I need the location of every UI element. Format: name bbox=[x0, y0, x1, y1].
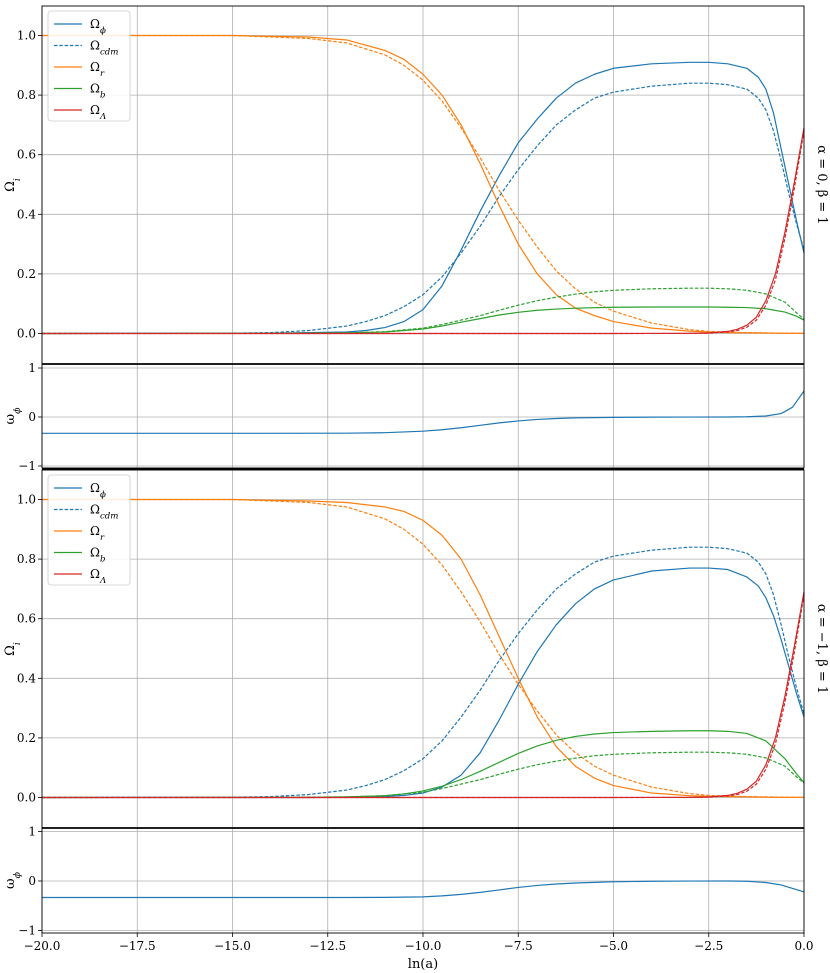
y-axis-label: Ωi bbox=[3, 642, 23, 656]
series-line- bbox=[42, 880, 805, 899]
series-line--dashed bbox=[42, 594, 805, 799]
y-tick-label: 0.2 bbox=[17, 267, 36, 281]
legend-label: Ωϕ bbox=[90, 17, 106, 36]
legend-label: ΩΛ bbox=[90, 103, 106, 122]
series-line-cdm-dashed bbox=[41, 546, 805, 799]
legend-label: Ωϕ bbox=[90, 481, 106, 500]
legend: Ωϕ Ωcdm Ωr Ωb ΩΛ bbox=[47, 474, 131, 586]
x-tick-label: −17.5 bbox=[119, 939, 156, 953]
x-tick-label: −5.0 bbox=[599, 939, 628, 953]
series-line- bbox=[42, 390, 805, 434]
y-axis-label: ωϕ bbox=[3, 871, 23, 889]
legend-label: ΩΛ bbox=[90, 567, 106, 586]
series-line-cdm-dashed bbox=[41, 82, 805, 335]
y-tick-label: 0.0 bbox=[17, 327, 36, 341]
y-tick-label: 1.0 bbox=[17, 493, 36, 507]
x-axis-label: ln(a) bbox=[408, 957, 438, 972]
x-tick-label: −7.5 bbox=[504, 939, 533, 953]
legend-label: Ωr bbox=[90, 524, 105, 543]
legend-label: Ωr bbox=[90, 60, 105, 79]
y-tick-label: 0 bbox=[28, 410, 36, 424]
y-tick-label: 0.8 bbox=[17, 88, 36, 102]
y-tick-label: 1.0 bbox=[17, 29, 36, 43]
y-tick-label: 0.0 bbox=[17, 791, 36, 805]
y-tick-label: 1 bbox=[28, 361, 36, 375]
y-tick-label: −1 bbox=[18, 459, 36, 473]
legend: Ωϕ Ωcdm Ωr Ωb ΩΛ bbox=[47, 10, 131, 122]
y-axis-label: Ωi bbox=[3, 178, 23, 192]
panel-side-label: α = 0, β = 1 bbox=[814, 145, 829, 224]
legend-label: Ωb bbox=[90, 82, 105, 101]
series-line--dashed bbox=[42, 130, 805, 335]
series-line-b-dashed bbox=[41, 751, 805, 799]
series-line- bbox=[42, 567, 805, 799]
x-tick-label: 0.0 bbox=[794, 939, 813, 953]
x-tick-label: −12.5 bbox=[309, 939, 346, 953]
y-tick-label: 0.6 bbox=[17, 148, 36, 162]
y-tick-label: 0.4 bbox=[17, 671, 36, 685]
x-tick-label: −10.0 bbox=[405, 939, 442, 953]
series-line-b bbox=[41, 306, 805, 335]
panel-top: 0.0 0.2 0.4 0.6 0.8 1.0 Ωi α = 0, β = 1 Ωϕ Ωcdm Ωr… bbox=[3, 5, 829, 365]
y-tick-label: 0.8 bbox=[17, 552, 36, 566]
x-tick-label: −20.0 bbox=[24, 939, 61, 953]
panel-side-label: α = −1, β = 1 bbox=[814, 604, 829, 694]
y-tick-label: 0.4 bbox=[17, 207, 36, 221]
series-line- bbox=[41, 61, 805, 335]
panel-bottom: 0.00.20.40.60.81.0Ωi α = −1, β = 1ΩϕΩcdmΩ… bbox=[3, 469, 829, 829]
x-tick-label: −15.0 bbox=[214, 939, 251, 953]
legend-box bbox=[47, 10, 131, 122]
legend-label: Ωcdm bbox=[90, 503, 118, 522]
y-tick-label: −1 bbox=[18, 924, 36, 938]
y-axis-label: ωϕ bbox=[3, 407, 23, 425]
y-tick-label: 0.6 bbox=[17, 612, 36, 626]
y-tick-label: 0 bbox=[28, 874, 36, 888]
legend-box bbox=[47, 474, 131, 586]
x-tick-label: −2.5 bbox=[694, 939, 723, 953]
y-tick-label: 0.2 bbox=[17, 731, 36, 745]
legend-label: Ωb bbox=[90, 546, 105, 565]
panel-top-eos: −1 0 1 ωϕ bbox=[3, 361, 805, 473]
y-tick-label: 1 bbox=[28, 825, 36, 839]
legend-label: Ωcdm bbox=[90, 39, 118, 58]
series-line-b-dashed bbox=[41, 287, 805, 335]
